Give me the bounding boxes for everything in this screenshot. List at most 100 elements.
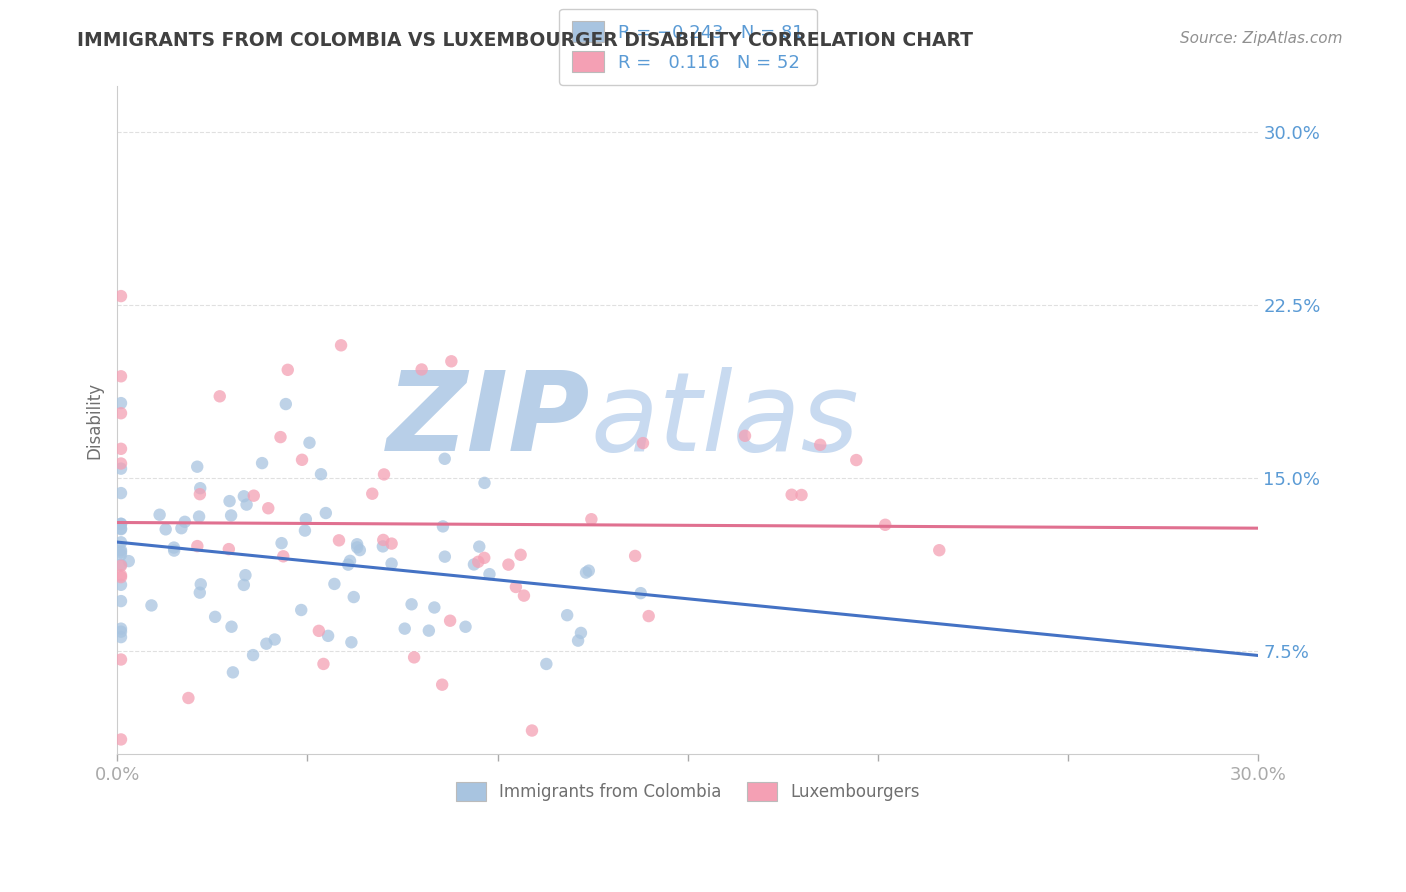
Point — [155, 522, 177, 536]
Point — [343, 590, 366, 604]
Point — [432, 519, 454, 533]
Point — [569, 626, 592, 640]
Point — [505, 580, 527, 594]
Point — [270, 536, 292, 550]
Point — [295, 512, 318, 526]
Point — [110, 457, 132, 471]
Point — [173, 515, 195, 529]
Point — [371, 540, 394, 554]
Point — [346, 537, 368, 551]
Point — [430, 678, 453, 692]
Point — [257, 501, 280, 516]
Point — [555, 608, 578, 623]
Point — [790, 488, 813, 502]
Point — [290, 603, 312, 617]
Point — [110, 516, 132, 531]
Point — [110, 289, 132, 303]
Point — [346, 541, 368, 555]
Point — [110, 406, 132, 420]
Point — [808, 438, 831, 452]
Point — [110, 516, 132, 531]
Point — [110, 568, 132, 582]
Point — [308, 624, 330, 638]
Point — [474, 475, 496, 490]
Point — [581, 512, 603, 526]
Point — [149, 508, 172, 522]
Point — [270, 430, 292, 444]
Text: ZIP: ZIP — [387, 367, 591, 474]
Point — [110, 545, 132, 559]
Point — [110, 558, 132, 572]
Point — [463, 558, 485, 572]
Point — [467, 555, 489, 569]
Point — [110, 369, 132, 384]
Point — [349, 543, 371, 558]
Point — [188, 481, 211, 495]
Point — [118, 554, 141, 568]
Point — [110, 543, 132, 558]
Point — [404, 650, 426, 665]
Point — [520, 723, 543, 738]
Point — [110, 522, 132, 536]
Point — [110, 624, 132, 639]
Point — [631, 436, 654, 450]
Point — [190, 577, 212, 591]
Point — [630, 586, 652, 600]
Point — [433, 549, 456, 564]
Point — [312, 657, 335, 671]
Point — [780, 488, 803, 502]
Point — [294, 524, 316, 538]
Point — [186, 459, 208, 474]
Point — [734, 429, 756, 443]
Point — [309, 467, 332, 482]
Point — [110, 461, 132, 475]
Point — [110, 558, 132, 573]
Point — [163, 543, 186, 558]
Point — [315, 506, 337, 520]
Point — [298, 435, 321, 450]
Point — [478, 567, 501, 582]
Point — [361, 486, 384, 500]
Point — [110, 548, 132, 562]
Point — [468, 540, 491, 554]
Point — [232, 489, 254, 503]
Point — [271, 549, 294, 564]
Point — [186, 539, 208, 553]
Point — [204, 610, 226, 624]
Point — [110, 630, 132, 644]
Point — [274, 397, 297, 411]
Point — [439, 614, 461, 628]
Text: Source: ZipAtlas.com: Source: ZipAtlas.com — [1180, 31, 1343, 46]
Point — [110, 578, 132, 592]
Point — [337, 558, 360, 572]
Point — [218, 494, 240, 508]
Point — [222, 665, 245, 680]
Point — [536, 657, 558, 671]
Point — [433, 451, 456, 466]
Point — [291, 452, 314, 467]
Point — [110, 622, 132, 636]
Point — [381, 557, 404, 571]
Point — [177, 691, 200, 706]
Point — [418, 624, 440, 638]
Point — [277, 363, 299, 377]
Point — [401, 597, 423, 611]
Point — [110, 442, 132, 456]
Point — [141, 599, 163, 613]
Point — [373, 467, 395, 482]
Point — [232, 578, 254, 592]
Point — [208, 389, 231, 403]
Point — [340, 635, 363, 649]
Point — [423, 600, 446, 615]
Point — [110, 486, 132, 500]
Point — [328, 533, 350, 548]
Point — [242, 489, 264, 503]
Point — [928, 543, 950, 558]
Point — [235, 498, 257, 512]
Point — [498, 558, 520, 572]
Point — [110, 535, 132, 549]
Point — [110, 570, 132, 584]
Point — [188, 509, 211, 524]
Text: IMMIGRANTS FROM COLOMBIA VS LUXEMBOURGER DISABILITY CORRELATION CHART: IMMIGRANTS FROM COLOMBIA VS LUXEMBOURGER… — [77, 31, 973, 50]
Legend: Immigrants from Colombia, Luxembourgers: Immigrants from Colombia, Luxembourgers — [444, 770, 931, 813]
